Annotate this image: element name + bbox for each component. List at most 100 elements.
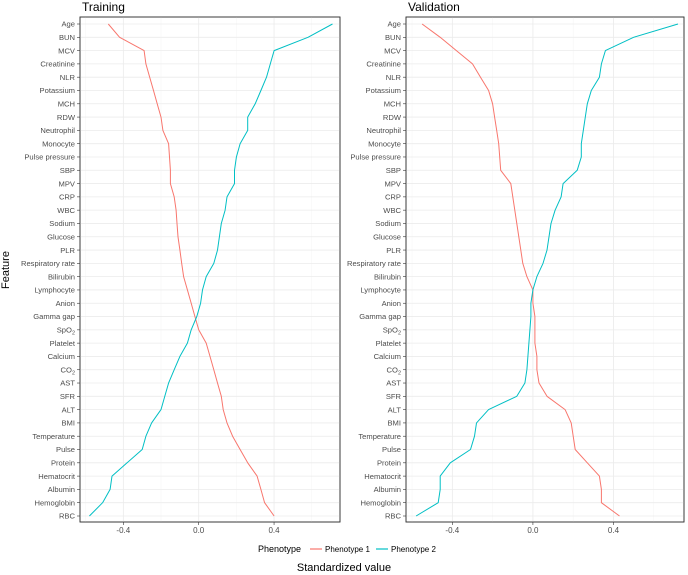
y-tick-label-platelet: Platelet: [376, 339, 402, 348]
y-tick-label-sodium: Sodium: [49, 219, 75, 228]
y-tick-label-gamma-gap: Gamma gap: [359, 312, 401, 321]
y-tick-label-wbc: WBC: [383, 206, 401, 215]
series-line-phenotype-1: [421, 23, 620, 517]
x-tick-label: 0.0: [527, 526, 539, 535]
y-tick-label-ast: AST: [386, 379, 401, 388]
series-line-phenotype-2: [89, 23, 333, 517]
y-tick-label-pulse-pressure: Pulse pressure: [350, 153, 401, 162]
y-tick-label-temperature: Temperature: [32, 432, 75, 441]
y-tick-label-lymphocyte: Lymphocyte: [34, 286, 75, 295]
y-tick-label-co2: CO2: [387, 365, 401, 376]
y-tick-label-nlr: NLR: [386, 73, 402, 82]
y-tick-label-rdw: RDW: [57, 113, 76, 122]
y-tick-label-ast: AST: [60, 379, 75, 388]
panel-title: Training: [82, 0, 125, 14]
y-tick-label-pulse: Pulse: [56, 445, 75, 454]
y-tick-label-wbc: WBC: [57, 206, 75, 215]
series-line-phenotype-1: [107, 23, 275, 517]
y-tick-label-protein: Protein: [377, 459, 401, 468]
y-tick-label-mcv: MCV: [58, 46, 76, 55]
y-axis-title: Feature: [0, 251, 12, 289]
y-tick-label-temperature: Temperature: [358, 432, 401, 441]
x-axis-title: Standardized value: [297, 562, 391, 574]
y-tick-label-monocyte: Monocyte: [368, 139, 401, 148]
y-tick-label-pulse-pressure: Pulse pressure: [24, 153, 75, 162]
series-line-phenotype-2: [415, 23, 679, 517]
legend-label-phenotype-1: Phenotype 1: [325, 545, 370, 554]
y-tick-label-potassium: Potassium: [40, 86, 75, 95]
y-tick-label-plr: PLR: [60, 246, 75, 255]
legend-label-phenotype-2: Phenotype 2: [391, 545, 436, 554]
y-tick-label-bilirubin: Bilirubin: [48, 272, 75, 281]
x-tick-label: -0.4: [116, 526, 130, 535]
panel-border: [405, 16, 685, 523]
y-tick-label-age: Age: [61, 20, 75, 29]
y-tick-label-albumin: Albumin: [48, 485, 75, 494]
x-tick-label: 0.0: [193, 526, 205, 535]
y-tick-label-bmi: BMI: [387, 419, 401, 428]
y-tick-label-crp: CRP: [385, 193, 401, 202]
y-tick-label-glucose: Glucose: [47, 232, 75, 241]
y-tick-label-rbc: RBC: [385, 512, 402, 521]
y-tick-label-mcv: MCV: [384, 46, 402, 55]
y-tick-label-creatinine: Creatinine: [366, 60, 401, 69]
y-tick-label-platelet: Platelet: [50, 339, 76, 348]
y-tick-label-mch: MCH: [58, 99, 75, 108]
plot-area: [405, 16, 685, 523]
y-tick-label-calcium: Calcium: [48, 352, 75, 361]
y-tick-label-bun: BUN: [59, 33, 75, 42]
y-tick-label-anion: Anion: [382, 299, 401, 308]
y-tick-label-neutrophil: Neutrophil: [366, 126, 401, 135]
y-tick-label-sodium: Sodium: [375, 219, 401, 228]
legend: Phenotype Phenotype 1 Phenotype 2: [258, 544, 436, 554]
y-tick-label-hematocrit: Hematocrit: [38, 472, 76, 481]
y-tick-label-protein: Protein: [51, 459, 75, 468]
y-tick-label-rdw: RDW: [383, 113, 402, 122]
y-tick-label-bun: BUN: [385, 33, 401, 42]
y-tick-label-crp: CRP: [59, 193, 75, 202]
y-tick-label-hematocrit: Hematocrit: [364, 472, 402, 481]
y-tick-label-sbp: SBP: [386, 166, 401, 175]
y-tick-label-hemoglobin: Hemoglobin: [34, 498, 75, 507]
panel-title: Validation: [408, 0, 460, 14]
panel-validation: Validation Age BUN MCV Creatinine NLR Potassiu…: [347, 0, 685, 535]
x-tick-label: 0.4: [608, 526, 620, 535]
y-tick-label-rbc: RBC: [59, 512, 76, 521]
y-tick-label-sbp: SBP: [60, 166, 75, 175]
y-tick-label-glucose: Glucose: [373, 232, 401, 241]
y-tick-label-bmi: BMI: [61, 419, 75, 428]
y-tick-label-pulse: Pulse: [382, 445, 401, 454]
y-tick-label-potassium: Potassium: [366, 86, 401, 95]
y-tick-label-plr: PLR: [386, 246, 401, 255]
y-tick-label-mpv: MPV: [59, 179, 76, 188]
x-tick-label: 0.4: [268, 526, 280, 535]
y-tick-label-monocyte: Monocyte: [42, 139, 75, 148]
y-tick-label-age: Age: [387, 20, 401, 29]
y-tick-label-spo2: SpO2: [57, 326, 75, 337]
y-tick-label-alt: ALT: [62, 405, 76, 414]
y-tick-label-albumin: Albumin: [374, 485, 401, 494]
y-tick-label-lymphocyte: Lymphocyte: [360, 286, 401, 295]
legend-title: Phenotype: [258, 544, 301, 554]
y-tick-label-bilirubin: Bilirubin: [374, 272, 401, 281]
y-tick-label-anion: Anion: [56, 299, 75, 308]
y-tick-label-creatinine: Creatinine: [40, 60, 75, 69]
y-tick-label-spo2: SpO2: [383, 326, 401, 337]
panel-training: Training Age BUN MCV Creatinine NLR Potassium M…: [21, 0, 341, 535]
y-tick-label-hemoglobin: Hemoglobin: [360, 498, 401, 507]
y-tick-label-sfr: SFR: [60, 392, 76, 401]
y-tick-label-calcium: Calcium: [374, 352, 401, 361]
y-tick-label-gamma-gap: Gamma gap: [33, 312, 75, 321]
x-tick-label: -0.4: [445, 526, 459, 535]
y-tick-label-alt: ALT: [388, 405, 402, 414]
y-tick-label-neutrophil: Neutrophil: [40, 126, 75, 135]
y-tick-label-sfr: SFR: [386, 392, 402, 401]
y-tick-label-nlr: NLR: [60, 73, 76, 82]
y-tick-label-respiratory-rate: Respiratory rate: [347, 259, 401, 268]
y-tick-label-mpv: MPV: [385, 179, 402, 188]
y-tick-label-respiratory-rate: Respiratory rate: [21, 259, 75, 268]
panel-border: [79, 16, 341, 523]
y-tick-label-mch: MCH: [384, 99, 401, 108]
y-tick-label-co2: CO2: [61, 365, 75, 376]
